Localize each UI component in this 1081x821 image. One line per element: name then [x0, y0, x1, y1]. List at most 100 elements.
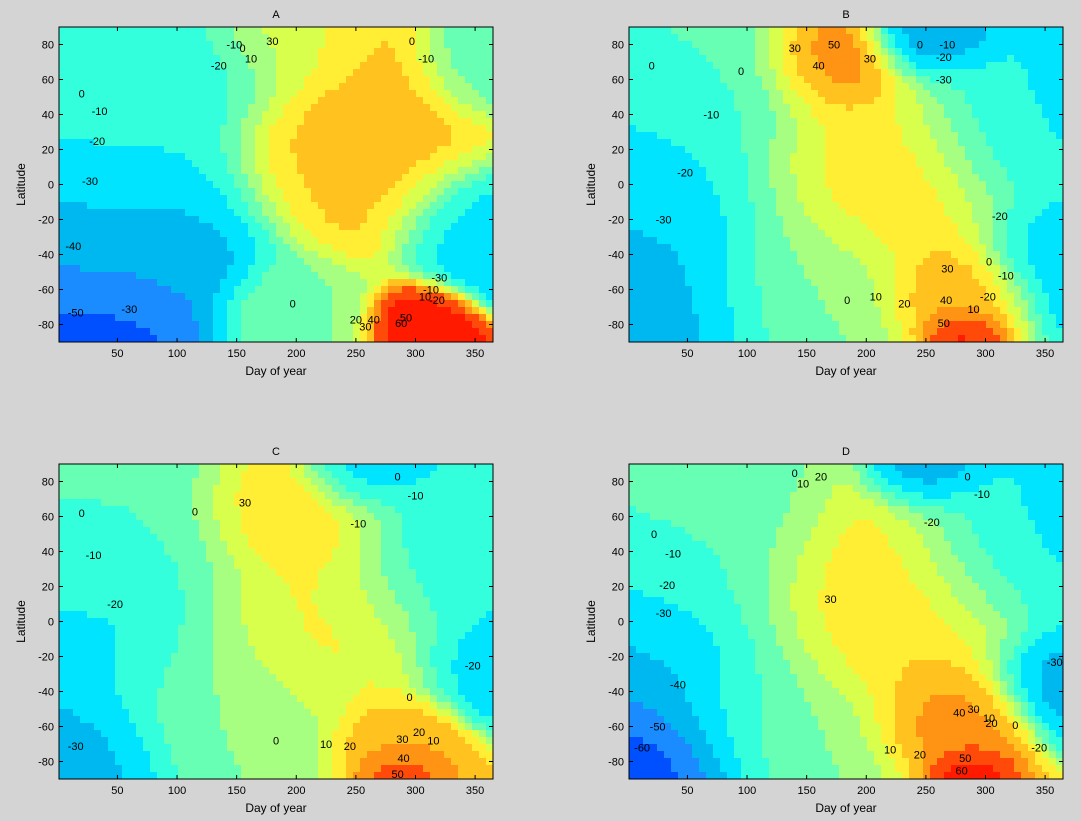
- contour-label: -30: [656, 215, 672, 227]
- x-tick-label: 300: [406, 785, 424, 797]
- contour-label: 20: [815, 471, 827, 483]
- contour-label: 40: [953, 708, 965, 720]
- contour-label: 0: [917, 40, 923, 52]
- contour-label: 0: [79, 508, 85, 520]
- y-tick-label: -60: [608, 722, 624, 734]
- y-tick-label: -80: [38, 757, 54, 769]
- contour-label: 10: [870, 292, 882, 304]
- x-tick-label: 50: [111, 348, 123, 360]
- x-axis-label: Day of year: [815, 364, 876, 378]
- contour-label: 0: [273, 736, 279, 748]
- filled-contours: [629, 464, 1064, 780]
- y-axis-label: Latitude: [584, 163, 598, 206]
- contour-label: 0: [406, 692, 412, 704]
- contour-label: -30: [82, 176, 98, 188]
- contour-label: -20: [429, 295, 445, 307]
- contour-label: 30: [967, 704, 979, 716]
- y-tick-label: 60: [42, 512, 54, 524]
- contour-label: 0: [651, 529, 657, 541]
- contour-label: 30: [864, 54, 876, 66]
- filled-contours: [59, 464, 494, 780]
- y-tick-label: -80: [38, 320, 54, 332]
- contour-label: -10: [418, 54, 434, 66]
- x-tick-label: 350: [466, 348, 484, 360]
- contour-label: -20: [659, 580, 675, 592]
- contour-label: 0: [79, 89, 85, 101]
- contour-label: 40: [368, 314, 380, 326]
- y-tick-label: 20: [42, 582, 54, 594]
- contour-label: 10: [427, 736, 439, 748]
- contour-label: 50: [828, 40, 840, 52]
- contour-label: 40: [397, 753, 409, 765]
- contour-label: -10: [974, 489, 990, 501]
- filled-contours: [629, 27, 1064, 343]
- contour-label: -20: [107, 599, 123, 611]
- contour-label: 0: [844, 295, 850, 307]
- contour-label: -10: [350, 519, 366, 531]
- x-tick-label: 200: [857, 348, 875, 360]
- y-tick-label: 0: [48, 180, 54, 192]
- contour-label: 0: [290, 299, 296, 311]
- contour-label: -10: [86, 550, 102, 562]
- panel-title: D: [842, 446, 850, 458]
- contour-label: 10: [967, 304, 979, 316]
- contour-label: 10: [797, 478, 809, 490]
- contour-label: -10: [92, 106, 108, 118]
- contour-label: 20: [344, 741, 356, 753]
- contour-label: -30: [1047, 657, 1063, 669]
- contour-label: -30: [936, 75, 952, 87]
- x-axis-label: Day of year: [245, 801, 306, 815]
- contour-label: 30: [941, 264, 953, 276]
- contour-label: 0: [986, 257, 992, 269]
- contour-label: 20: [350, 314, 362, 326]
- y-tick-label: 0: [618, 617, 624, 629]
- contour-label: -10: [665, 548, 681, 560]
- contour-label: -40: [65, 241, 81, 253]
- x-tick-label: 300: [406, 348, 424, 360]
- contour-label: -20: [980, 292, 996, 304]
- contour-label: 0: [395, 471, 401, 483]
- contour-label: -40: [670, 680, 686, 692]
- y-tick-label: -40: [38, 250, 54, 262]
- x-tick-label: 250: [917, 785, 935, 797]
- contour-label: 10: [419, 292, 431, 304]
- contour-label: 0: [409, 36, 415, 48]
- x-tick-label: 350: [466, 785, 484, 797]
- contour-label: 10: [884, 744, 896, 756]
- contour-label: -20: [936, 52, 952, 64]
- contour-label: 30: [359, 321, 371, 333]
- contour-label: -20: [992, 211, 1008, 223]
- y-tick-label: 80: [612, 40, 624, 52]
- y-tick-label: 0: [48, 617, 54, 629]
- y-tick-label: 40: [42, 547, 54, 559]
- x-axis-label: Day of year: [815, 801, 876, 815]
- y-tick-label: -60: [608, 285, 624, 297]
- contour-label: 30: [266, 36, 278, 48]
- contour-label: 60: [956, 765, 968, 777]
- contour-label: 0: [1012, 720, 1018, 732]
- contour-label: -10: [939, 40, 955, 52]
- contour-label: 50: [959, 753, 971, 765]
- y-tick-label: 80: [42, 40, 54, 52]
- contour-label: 0: [965, 471, 971, 483]
- y-tick-label: -80: [608, 320, 624, 332]
- x-tick-label: 150: [797, 785, 815, 797]
- x-tick-label: 350: [1036, 785, 1054, 797]
- contour-label: -20: [465, 660, 481, 672]
- x-tick-label: 50: [111, 785, 123, 797]
- contour-label: -60: [634, 743, 650, 755]
- contour-label: 0: [649, 61, 655, 73]
- contour-label: -10: [998, 271, 1014, 283]
- contour-label: -20: [1031, 743, 1047, 755]
- y-tick-label: -20: [608, 652, 624, 664]
- panel-title: C: [272, 446, 280, 458]
- contour-label: 30: [824, 594, 836, 606]
- y-axis-label: Latitude: [584, 600, 598, 643]
- contour-label: -10: [226, 40, 242, 52]
- y-tick-label: -60: [38, 722, 54, 734]
- panel-d: 0-10-20-30-40-50-6001020300-10-20-30-200…: [584, 446, 1064, 815]
